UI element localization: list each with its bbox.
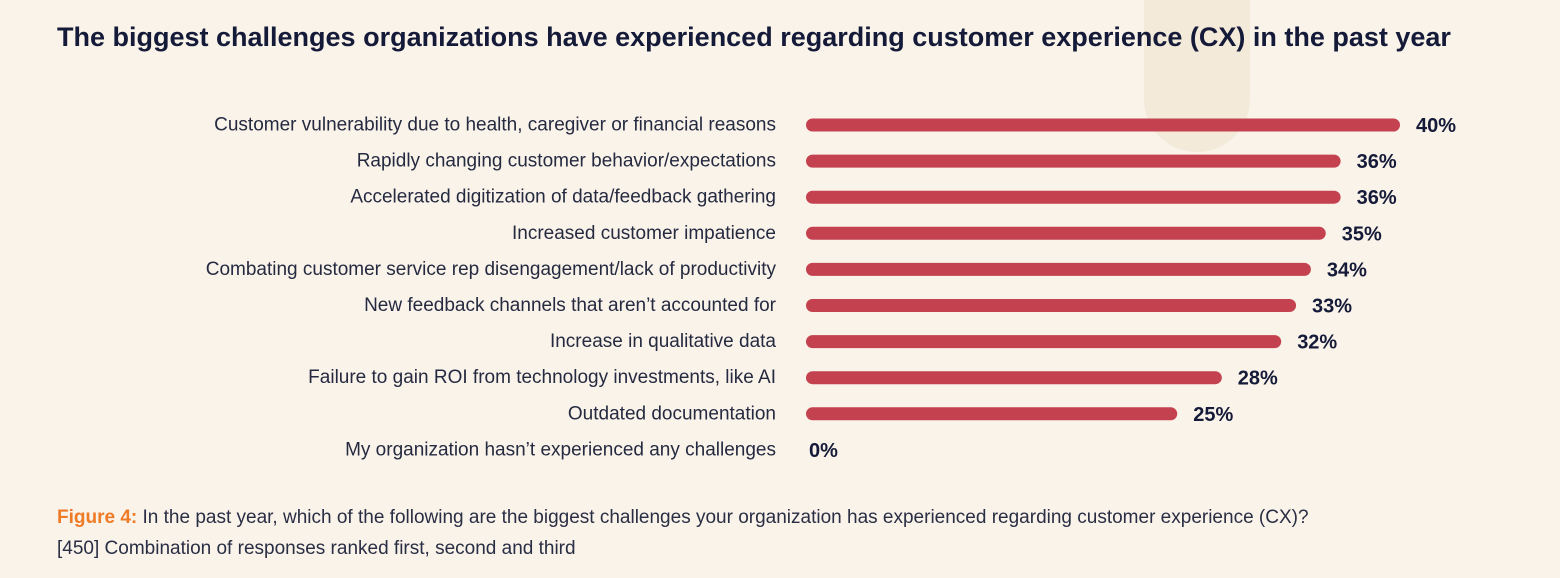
bar	[806, 335, 1282, 349]
value-label: 34%	[1327, 259, 1367, 281]
category-label: My organization hasn’t experienced any c…	[345, 439, 776, 460]
bar	[806, 407, 1178, 421]
category-label: New feedback channels that aren’t accoun…	[364, 295, 777, 316]
bar-chart: Customer vulnerability due to health, ca…	[206, 115, 1457, 462]
value-label: 0%	[809, 440, 838, 462]
category-label: Rapidly changing customer behavior/expec…	[357, 151, 776, 172]
category-label: Failure to gain ROI from technology inve…	[308, 367, 776, 388]
bar	[806, 262, 1311, 276]
category-label: Accelerated digitization of data/feedbac…	[350, 187, 776, 208]
value-label: 25%	[1193, 404, 1233, 426]
value-label: 33%	[1312, 296, 1352, 318]
value-label: 32%	[1297, 332, 1337, 354]
caption-question: In the past year, which of the following…	[137, 507, 1309, 528]
figure-label: Figure 4:	[57, 507, 138, 528]
category-label: Increase in qualitative data	[550, 331, 776, 352]
caption-note: [450] Combination of responses ranked fi…	[57, 538, 576, 559]
bar	[806, 154, 1341, 168]
caption-question-line: Figure 4: In the past year, which of the…	[57, 502, 1517, 533]
figure-caption: Figure 4: In the past year, which of the…	[57, 502, 1517, 564]
category-label: Increased customer impatience	[512, 223, 776, 244]
category-label: Customer vulnerability due to health, ca…	[214, 115, 776, 136]
bar	[806, 118, 1400, 132]
bar	[806, 226, 1326, 240]
value-label: 36%	[1357, 151, 1397, 173]
bar	[806, 299, 1297, 312]
bar	[806, 371, 1222, 385]
chart-title: The biggest challenges organizations hav…	[57, 22, 1451, 52]
bar	[806, 190, 1341, 204]
value-label: 28%	[1238, 368, 1278, 390]
value-label: 36%	[1357, 187, 1397, 209]
value-label: 35%	[1342, 223, 1382, 245]
category-label: Combating customer service rep disengage…	[206, 259, 777, 280]
category-label: Outdated documentation	[568, 403, 776, 424]
value-label: 40%	[1416, 115, 1456, 137]
